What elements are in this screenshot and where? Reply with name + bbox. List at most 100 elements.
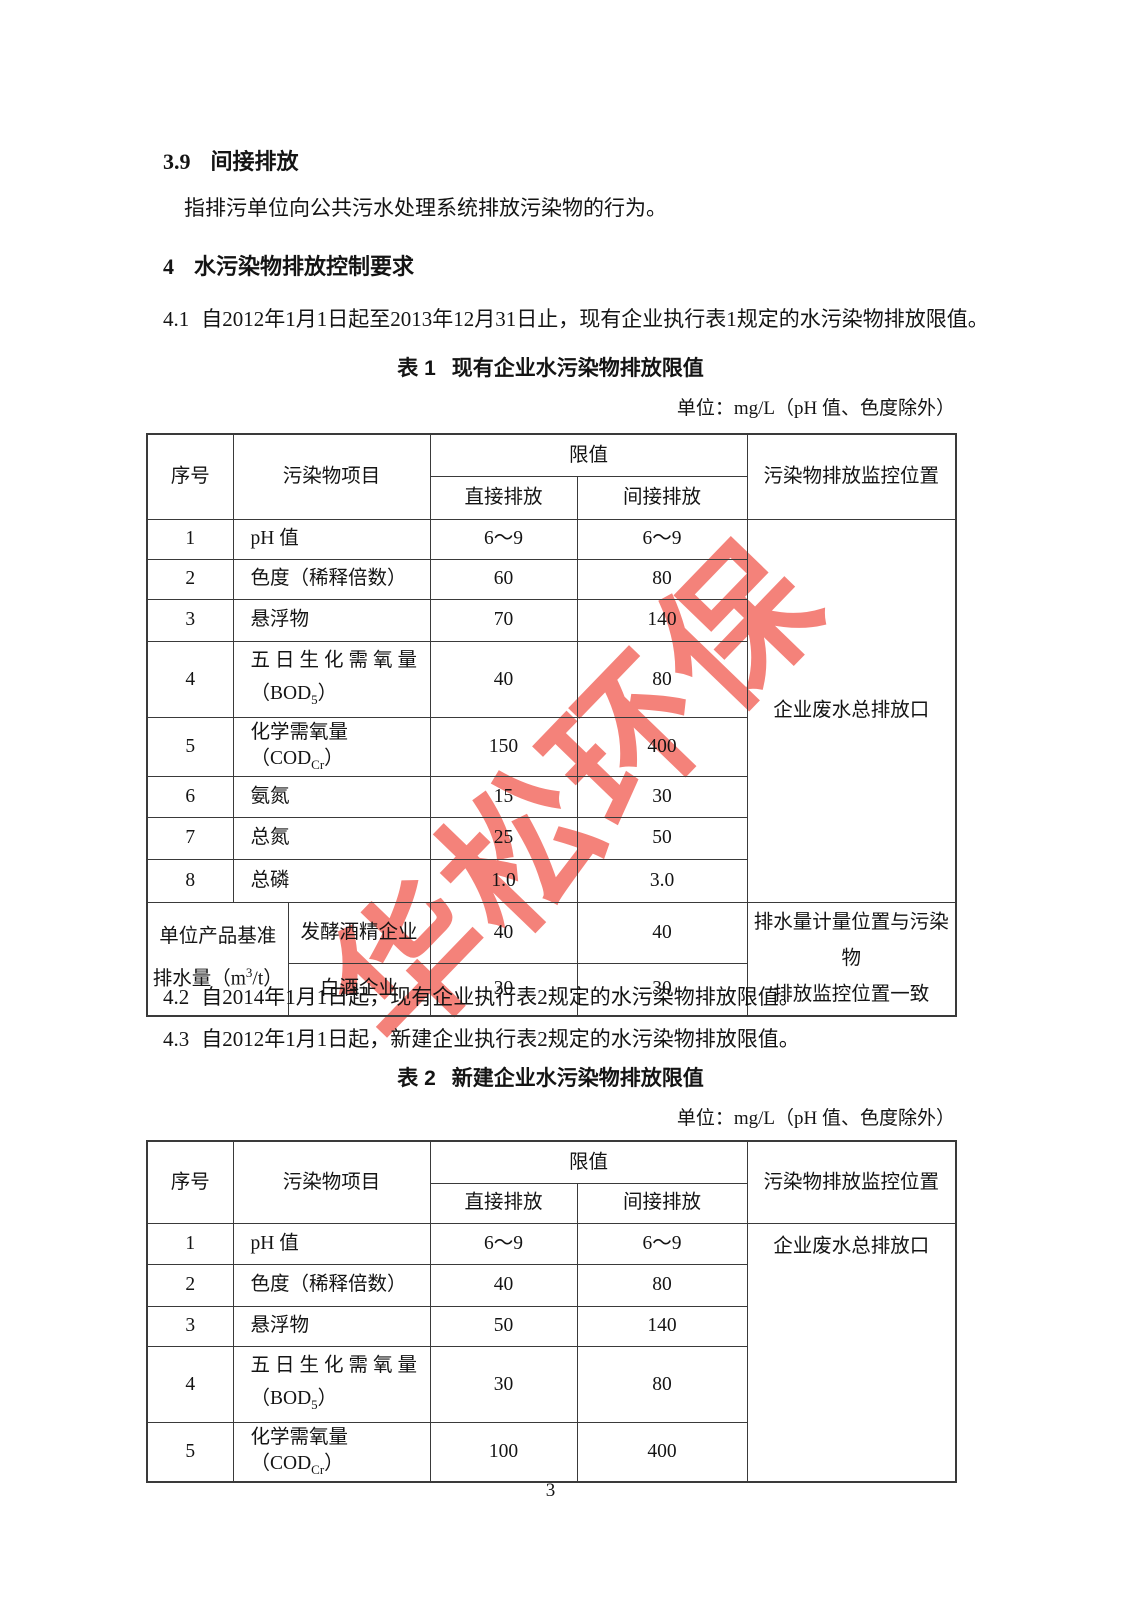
- cell-indirect: 6～9: [576, 518, 748, 560]
- cell-indirect: 80: [576, 640, 748, 719]
- table2-header-no: 序号: [146, 1140, 234, 1224]
- cell-no: 3: [146, 598, 234, 642]
- cell-direct: 6～9: [429, 1222, 578, 1265]
- cell-pollutant: 色度（稀释倍数）: [232, 1263, 431, 1307]
- cell-no: 1: [146, 1222, 234, 1265]
- cell-indirect: 80: [576, 558, 748, 600]
- section-number: 3.9: [163, 149, 191, 174]
- table2-caption: 表 2 新建企业水污染物排放限值: [146, 1062, 955, 1092]
- table-row: 6 氨氮 15 30: [146, 775, 956, 818]
- cell-direct: 15: [429, 775, 578, 818]
- cell-enterprise-type: 白酒企业: [287, 962, 431, 1017]
- cell-no: 7: [146, 816, 234, 860]
- table2-new-enterprise-limits: 序号 污染物项目 限值 污染物排放监控位置 直接排放 间接排放 1 pH 值 6…: [146, 1140, 958, 1483]
- cell-pollutant: 化学需氧量（CODCr）: [232, 717, 431, 777]
- cell-pollutant: pH 值: [232, 518, 431, 560]
- clause-4-3: 4.3 自2012年1月1日起，新建企业执行表2规定的水污染物排放限值。: [163, 1023, 800, 1053]
- cell-indirect: 40: [576, 901, 748, 964]
- cell-no: 2: [146, 1263, 234, 1307]
- table1-caption: 表 1 现有企业水污染物排放限值: [146, 352, 955, 382]
- table2-monitor-location: 企业废水总排放口: [746, 1222, 957, 1483]
- table1-caption-label: 表 1: [397, 357, 436, 380]
- cell-no: 3: [146, 1305, 234, 1347]
- table-row: 1 pH 值 6～9 6～9 企业废水总排放口: [146, 1222, 957, 1483]
- table2-header-direct: 直接排放: [429, 1182, 578, 1224]
- cell-direct: 40: [429, 901, 578, 964]
- cell-direct: 25: [429, 816, 578, 860]
- table2-unit-note: 单位：mg/L（pH 值、色度除外）: [676, 1108, 955, 1129]
- table-row: 5 化学需氧量（CODCr） 100 400: [146, 1422, 956, 1483]
- clause-4-1: 4.1 自2012年1月1日起至2013年12月31日止，现有企业执行表1规定的水…: [163, 303, 989, 333]
- section-number: 4: [163, 254, 174, 279]
- table-row: 1 pH 值 6～9 6～9 企业废水总排放口: [146, 518, 957, 903]
- cell-indirect: 30: [576, 775, 748, 818]
- cell-direct: 150: [429, 717, 578, 777]
- table1-header-no: 序号: [146, 433, 234, 520]
- table1-monitor-location: 企业废水总排放口: [746, 518, 957, 903]
- table2-caption-label: 表 2: [397, 1067, 436, 1090]
- cell-no: 2: [146, 558, 234, 600]
- cell-indirect: 400: [576, 1422, 748, 1483]
- cell-direct: 100: [429, 1422, 578, 1483]
- table-row: 单位产品基准 排水量（m3/t） 发酵酒精企业 40 40 排水量计量位置与污染…: [146, 901, 957, 1017]
- table-row: 4 五日生化需氧量 （BOD5） 40 80: [146, 640, 956, 719]
- cell-pollutant: 总氮: [232, 816, 431, 860]
- cell-indirect: 140: [576, 1305, 748, 1347]
- table-row: 2 色度（稀释倍数） 40 80: [146, 1263, 956, 1307]
- table2-header-indirect: 间接排放: [576, 1182, 748, 1224]
- table-row: 7 总氮 25 50: [146, 816, 956, 860]
- table-row: 3 悬浮物 70 140: [146, 598, 956, 642]
- cell-direct: 60: [429, 558, 578, 600]
- cell-pollutant: 悬浮物: [232, 1305, 431, 1347]
- section-title: 水污染物排放控制要求: [194, 254, 415, 279]
- cell-indirect: 3.0: [576, 858, 748, 903]
- table1-baseline-location: 排水量计量位置与污染物 排放监控位置一致: [746, 901, 957, 1017]
- cell-no: 4: [146, 1345, 234, 1424]
- cell-pollutant: 五日生化需氧量 （BOD5）: [232, 1345, 431, 1424]
- table-row: 8 总磷 1.0 3.0: [146, 858, 956, 903]
- cell-pollutant: 悬浮物: [232, 598, 431, 642]
- clause-text: 自2012年1月1日起至2013年12月31日止，现有企业执行表1规定的水污染物…: [201, 307, 989, 331]
- section-title: 间接排放: [210, 149, 299, 174]
- section-3-9-body: 指排污单位向公共污水处理系统排放污染物的行为。: [184, 196, 667, 220]
- cell-indirect: 50: [576, 816, 748, 860]
- cell-indirect: 400: [576, 717, 748, 777]
- clause-text: 自2014年1月1日起，现有企业执行表2规定的水污染物排放限值。: [201, 985, 800, 1009]
- cell-pollutant: 总磷: [232, 858, 431, 903]
- clause-text: 自2012年1月1日起，新建企业执行表2规定的水污染物排放限值。: [201, 1027, 800, 1051]
- page-number: 3: [545, 1480, 556, 1501]
- table1-header-limit: 限值: [429, 433, 748, 477]
- cell-no: 8: [146, 858, 234, 903]
- cell-direct: 70: [429, 598, 578, 642]
- table1-caption-title: 现有企业水污染物排放限值: [451, 357, 704, 380]
- table1-existing-enterprise-limits: 序号 污染物项目 限值 污染物排放监控位置 直接排放 间接排放 1 pH 值 6…: [146, 433, 958, 1017]
- cell-direct: 6～9: [429, 518, 578, 560]
- table2-header-item: 污染物项目: [232, 1140, 431, 1224]
- cell-pollutant: 五日生化需氧量 （BOD5）: [232, 640, 431, 719]
- cell-indirect: 80: [576, 1263, 748, 1307]
- cell-direct: 1.0: [429, 858, 578, 903]
- cell-no: 5: [146, 717, 234, 777]
- cell-indirect: 140: [576, 598, 748, 642]
- cell-pollutant: 氨氮: [232, 775, 431, 818]
- cell-pollutant: 化学需氧量（CODCr）: [232, 1422, 431, 1483]
- table2-header-limit: 限值: [429, 1140, 748, 1184]
- table1-header-location: 污染物排放监控位置: [746, 433, 957, 520]
- table1-header-item: 污染物项目: [232, 433, 431, 520]
- cell-direct: 30: [429, 1345, 578, 1424]
- table1-unit-note: 单位：mg/L（pH 值、色度除外）: [676, 398, 955, 419]
- clause-number: 4.2: [163, 985, 190, 1009]
- cell-pollutant: 色度（稀释倍数）: [232, 558, 431, 600]
- table1-header-direct: 直接排放: [429, 475, 578, 520]
- cell-direct: 30: [429, 962, 578, 1017]
- cell-direct: 40: [429, 1263, 578, 1307]
- table1-header-indirect: 间接排放: [576, 475, 748, 520]
- cell-indirect: 30: [576, 962, 748, 1017]
- cell-no: 5: [146, 1422, 234, 1483]
- table-row: 5 化学需氧量（CODCr） 150 400: [146, 717, 956, 777]
- cell-no: 1: [146, 518, 234, 560]
- section-4-heading: 4 水污染物排放控制要求: [163, 249, 414, 281]
- cell-direct: 50: [429, 1305, 578, 1347]
- cell-direct: 40: [429, 640, 578, 719]
